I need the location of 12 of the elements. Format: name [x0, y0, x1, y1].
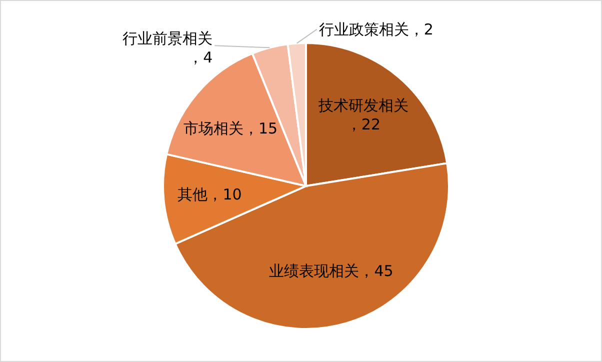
data-label: ，4: [188, 48, 213, 67]
data-label: ，22: [346, 115, 381, 134]
data-label: ，10: [208, 186, 242, 204]
slice-label: 业绩表现相关: [269, 262, 360, 280]
data-label: ，45: [359, 262, 394, 280]
slice-label: 市场相关: [183, 120, 244, 138]
data-label: ，2: [408, 20, 434, 38]
slice-label: 其他: [178, 186, 208, 204]
slice-label: 行业前景相关: [122, 30, 213, 48]
data-label: ，15: [243, 120, 278, 138]
slice-label: 行业政策相关: [318, 20, 409, 38]
slice-label: 技术研发相关: [317, 96, 408, 114]
